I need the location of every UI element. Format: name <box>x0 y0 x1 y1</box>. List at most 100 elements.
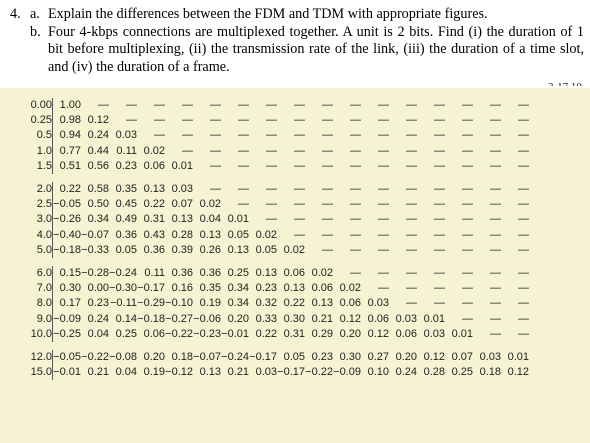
table-cell: — <box>294 114 305 127</box>
table-cell: 0.36 <box>171 267 193 280</box>
table-cell: 0.03 <box>395 312 417 325</box>
table-cell: — <box>518 99 529 111</box>
table-cell: — <box>406 198 417 211</box>
table-cell: 0.44 <box>87 144 109 157</box>
table-cell: — <box>378 144 389 157</box>
cutoff-page-text: 2-17 10 <box>548 80 582 86</box>
table-cell: −0.05 <box>53 351 81 364</box>
table-cell: 0.18 <box>171 351 193 364</box>
group-spacer-cell <box>26 342 529 350</box>
table-cell: 0.06 <box>283 267 305 280</box>
table-row: 3.0 −0.26 0.34 0.49 0.31 0.13 0.04 0.01 — — — — — — — —… <box>26 212 529 228</box>
table-cell: −0.18 <box>137 312 165 325</box>
table-cell: — <box>434 144 445 157</box>
table-cell: — <box>294 159 305 172</box>
table-cell: 0.05 <box>255 243 277 256</box>
table-cell: 0.03 <box>479 351 501 364</box>
table-row: 1.5 0.51 0.56 0.23 0.06 0.01 — — — — — — — — — — — — <box>26 158 529 175</box>
table-cell: 0.26 <box>199 243 221 256</box>
table-cell: 0.13 <box>311 297 333 310</box>
table-cell: — <box>490 99 501 111</box>
table-cell: 0.22 <box>59 183 81 196</box>
table-cell: 0.36 <box>143 243 165 256</box>
table-cell: — <box>238 183 249 196</box>
table-cell: 0.94 <box>59 129 81 142</box>
x-value-cell: 0.5 <box>26 128 53 144</box>
table-cell: — <box>518 312 529 325</box>
table-cell: 0.16 <box>171 282 193 295</box>
x-value-cell: 0.25 <box>26 113 53 129</box>
table-cell: — <box>350 159 361 172</box>
question-part-a: a. Explain the differences between the F… <box>30 6 584 24</box>
table-cell: 0.06 <box>339 297 361 310</box>
table-cell: 0.23 <box>255 282 277 295</box>
table-cell: 0.13 <box>143 183 165 196</box>
table-cell: −0.11 <box>109 297 137 310</box>
table-cell: 0.56 <box>87 159 109 172</box>
x-value-cell: 5.0 <box>26 242 53 259</box>
part-b-label: b. <box>30 23 41 40</box>
table-cell: — <box>350 129 361 142</box>
table-cell: 0.30 <box>339 351 361 364</box>
table-cell: — <box>154 114 165 127</box>
table-cell: — <box>490 243 501 256</box>
table-cell: — <box>406 159 417 172</box>
table-cell: 0.12 <box>339 312 361 325</box>
table-cell: 0.02 <box>283 243 305 256</box>
table-cell: — <box>378 198 389 211</box>
table-cell: — <box>378 282 389 295</box>
table-cell: — <box>322 159 333 172</box>
table-cell: 0.11 <box>116 144 137 157</box>
table-cell: 0.45 <box>115 198 137 211</box>
table-cell: 0.15 <box>59 267 81 280</box>
table-cell: — <box>490 114 501 127</box>
table-cell: — <box>266 129 277 142</box>
table-cell: 0.22 <box>255 327 277 340</box>
table-cell: 0.13 <box>171 213 193 226</box>
table-cell: −0.28 <box>81 267 109 280</box>
table-cell: −0.33 <box>81 243 109 256</box>
table-cell: 0.20 <box>395 351 417 364</box>
table-cell: 0.23 <box>115 159 137 172</box>
table-row: 10.0 −0.25 0.04 0.25 0.06 −0.22 −0.23 −0.01 0.22… <box>26 326 529 343</box>
table-cell: — <box>378 213 389 226</box>
table-cell: — <box>154 129 165 142</box>
table-cell: — <box>126 99 137 111</box>
table-cell: 1.00 <box>59 99 81 111</box>
table-cell: — <box>350 228 361 241</box>
table-cell: — <box>378 129 389 142</box>
table-cell: — <box>462 114 473 127</box>
table-cell: 0.14 <box>115 312 137 325</box>
table-cell: — <box>518 243 529 256</box>
table-cell: — <box>490 213 501 226</box>
table-cell: — <box>434 297 445 310</box>
table-cell: 0.06 <box>367 312 389 325</box>
table-cell: −0.22 <box>81 351 109 364</box>
table-cell: — <box>518 183 529 196</box>
x-value-cell: 9.0 <box>26 311 53 327</box>
table-cell: 0.03 <box>115 129 137 142</box>
bessel-table: 0.00 1.00 — — — — — — — — — — — — — — — — 0.25 0.98 0.12 — — — —… <box>26 98 529 381</box>
table-cell: — <box>238 198 249 211</box>
table-cell: 0.20 <box>339 327 361 340</box>
table-cell: — <box>406 267 417 280</box>
table-row: 9.0 −0.09 0.24 0.14 −0.18 −0.27 −0.06 0.20 0.33 0… <box>26 311 529 327</box>
table-cell: 0.24 <box>87 312 109 325</box>
table-cell: 0.02 <box>143 144 165 157</box>
table-cell: 0.29 <box>311 327 333 340</box>
x-value-cell: 1.0 <box>26 143 53 159</box>
table-cell: — <box>210 144 221 157</box>
table-cell: −0.29 <box>137 297 165 310</box>
table-cell: −0.22 <box>165 327 193 340</box>
table-cell: −0.24 <box>109 267 137 280</box>
x-value-cell: 8.0 <box>26 296 53 312</box>
table-cell: — <box>518 114 529 127</box>
table-cell: 0.31 <box>143 213 165 226</box>
table-cell: −0.10 <box>165 297 193 310</box>
bessel-table-body: 0.00 1.00 — — — — — — — — — — — — — — — — 0.25 0.98 0.12 — — — —… <box>26 98 529 381</box>
table-cell: 0.19 <box>199 297 221 310</box>
table-cell: 0.49 <box>115 213 137 226</box>
table-cell: 0.25 <box>227 267 249 280</box>
table-cell: −0.22 <box>305 366 333 379</box>
table-cell: 0.36 <box>115 228 137 241</box>
